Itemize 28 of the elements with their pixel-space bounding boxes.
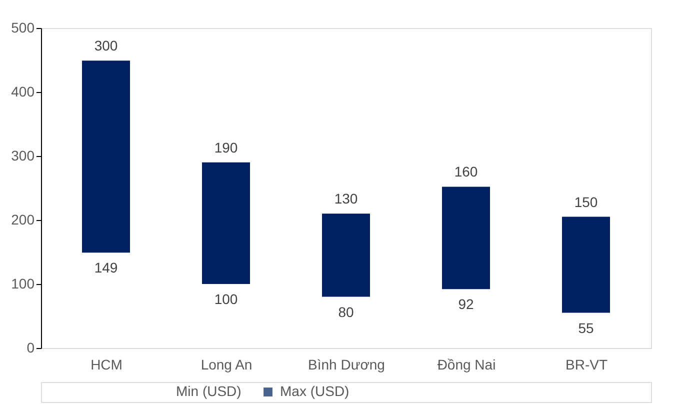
text: Min (USD) xyxy=(176,383,242,399)
data-label: 160 xyxy=(454,164,478,180)
x-tick-label: Bình Dương xyxy=(308,356,385,372)
data-label: 300 xyxy=(94,38,118,54)
annotation: 100 xyxy=(214,291,238,307)
bar xyxy=(82,60,130,253)
annotation: 92 xyxy=(458,296,474,312)
bar xyxy=(562,216,610,313)
y-tick-label: 400 xyxy=(11,84,35,100)
annotation: 80 xyxy=(338,304,354,320)
x-tick-label: HCM xyxy=(90,356,122,372)
y-tick-label: 0 xyxy=(26,340,35,356)
annotation: 149 xyxy=(94,260,118,276)
y-tick-label: 500 xyxy=(11,20,35,36)
x-tick-label: Đồng Nai xyxy=(437,356,496,372)
y-tick-label: 300 xyxy=(11,148,35,164)
data-label: 130 xyxy=(334,190,358,207)
annotation: 55 xyxy=(578,320,594,336)
bar xyxy=(202,162,250,284)
y-tick-label: 100 xyxy=(11,276,35,292)
legend-label: Max (USD) xyxy=(280,383,350,399)
bar xyxy=(442,186,490,290)
y-tick-label: 200 xyxy=(11,212,35,228)
data-label: 190 xyxy=(214,139,238,156)
x-tick-label: BR-VT xyxy=(566,356,608,372)
data-label: 150 xyxy=(574,194,598,210)
x-tick-label: Long An xyxy=(200,356,252,372)
bar xyxy=(322,214,370,297)
